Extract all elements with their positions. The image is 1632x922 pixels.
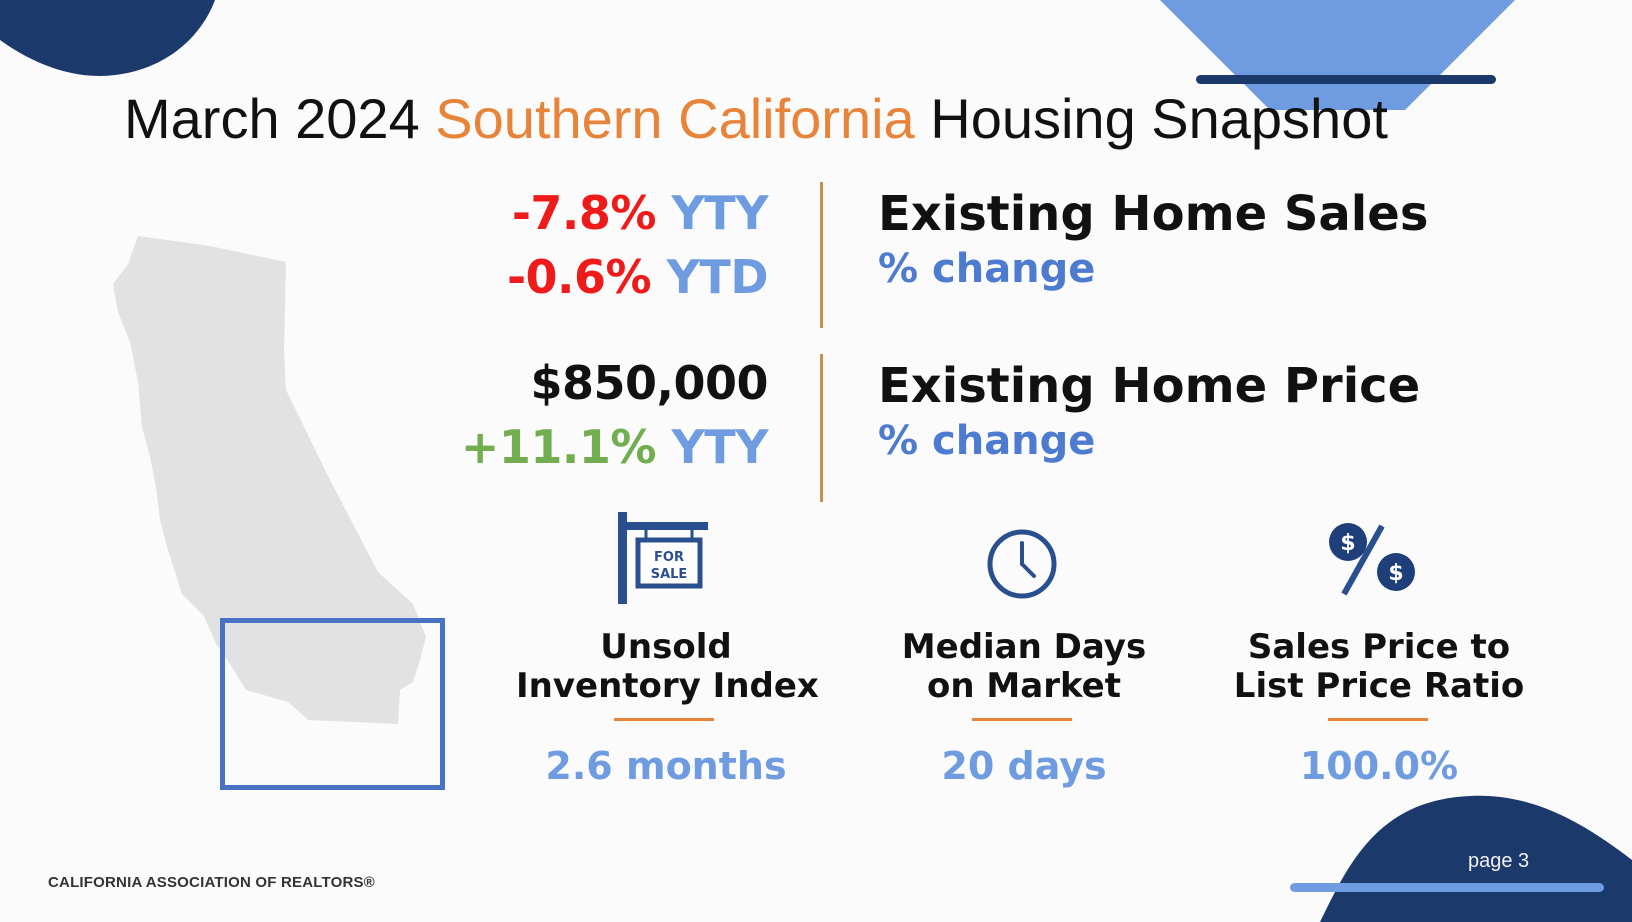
- sales-to-list-ratio-label-line2: List Price Ratio: [1233, 666, 1525, 706]
- clock-icon: [987, 529, 1057, 599]
- price-yty-stat: +11.1% YTY: [460, 420, 769, 474]
- price-heading: Existing Home Price: [878, 358, 1421, 414]
- unsold-inventory-value: 2.6 months: [545, 744, 787, 788]
- sales-ytd-value: -0.6%: [506, 250, 652, 304]
- sales-heading: Existing Home Sales: [878, 186, 1429, 242]
- slide-title: March 2024 Southern California Housing S…: [124, 86, 1388, 151]
- svg-text:$: $: [1340, 531, 1355, 556]
- dollar-percent-icon: $ $: [1329, 523, 1415, 596]
- sales-divider: [820, 182, 823, 328]
- unsold-inventory-label-line2: Inventory Index: [516, 666, 819, 706]
- unsold-inventory-rule: [614, 718, 714, 721]
- for-sale-sign-icon: FOR SALE: [618, 512, 708, 604]
- sales-to-list-ratio-label: Sales Price to List Price Ratio: [1229, 628, 1529, 706]
- sales-ytd-stat: -0.6% YTD: [506, 250, 769, 304]
- median-days-label: Median Days on Market: [874, 628, 1174, 706]
- svg-text:SALE: SALE: [651, 567, 688, 582]
- price-subheading: % change: [878, 418, 1096, 464]
- price-yty-label: YTY: [671, 420, 769, 474]
- price-divider: [820, 354, 823, 502]
- median-days-label-line2: on Market: [927, 666, 1121, 706]
- svg-text:FOR: FOR: [654, 550, 684, 565]
- median-days-label-line1: Median Days: [901, 627, 1147, 667]
- title-date: March 2024: [124, 87, 420, 150]
- sales-yty-stat: -7.8% YTY: [511, 186, 769, 240]
- page-number: page 3: [1468, 850, 1530, 872]
- sales-ytd-label: YTD: [666, 250, 769, 304]
- top-left-corner-shape: [0, 0, 215, 76]
- unsold-inventory-label: Unsold Inventory Index: [516, 627, 819, 706]
- sales-yty-label: YTY: [671, 186, 769, 240]
- median-price-value: $850,000: [530, 356, 768, 410]
- median-days-rule: [972, 718, 1072, 721]
- sales-yty-value: -7.8%: [511, 186, 657, 240]
- southern-california-highlight-box: [220, 618, 445, 790]
- sales-to-list-ratio-rule: [1328, 718, 1428, 721]
- median-days-value: 20 days: [941, 744, 1107, 788]
- sales-to-list-ratio-value: 100.0%: [1299, 744, 1459, 788]
- sales-to-list-ratio-label-line1: Sales Price to: [1247, 627, 1511, 667]
- title-suffix: Housing Snapshot: [930, 87, 1388, 150]
- price-yty-value: +11.1%: [460, 420, 657, 474]
- unsold-inventory-label-line1: Unsold: [600, 627, 732, 667]
- title-region: Southern California: [435, 87, 915, 150]
- top-right-bar: [1196, 75, 1496, 84]
- california-map-icon: [113, 236, 426, 724]
- sales-subheading: % change: [878, 246, 1096, 292]
- svg-text:$: $: [1388, 561, 1403, 586]
- bottom-right-bar: [1290, 883, 1604, 892]
- organization-logo-text: CALIFORNIA ASSOCIATION OF REALTORS®: [48, 874, 375, 891]
